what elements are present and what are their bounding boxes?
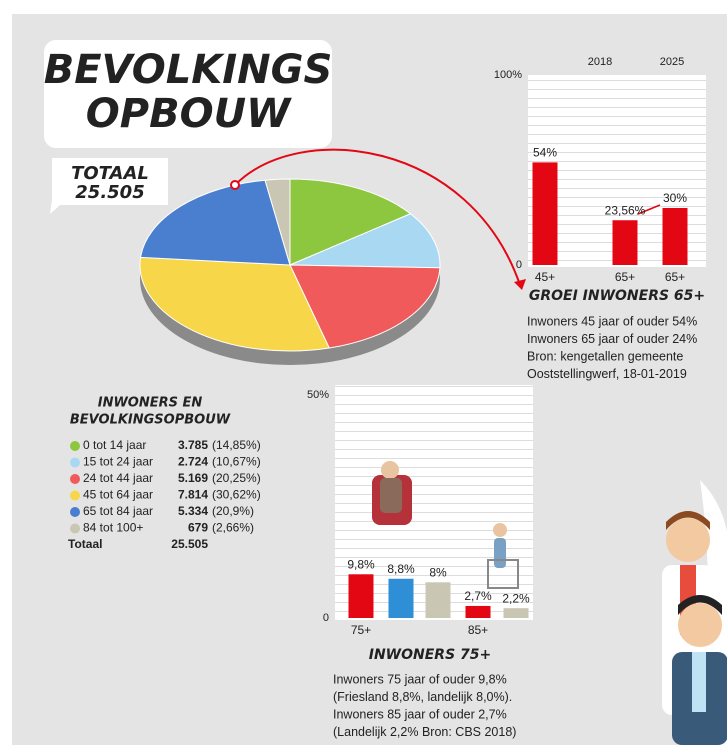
- value-label: 54%: [533, 146, 557, 160]
- legend-share: (20,9%): [212, 504, 254, 518]
- note: Ooststellingwerf, 18-01-2019: [527, 367, 687, 381]
- bar: [466, 606, 491, 618]
- legend-value: 7.814: [178, 488, 208, 502]
- y-tick-label: 0: [516, 259, 522, 271]
- value-label: 9,8%: [347, 557, 375, 571]
- legend-label: 65 tot 84 jaar: [83, 504, 153, 518]
- legend-dot: [70, 458, 80, 468]
- value-label: 30%: [663, 191, 687, 205]
- y-tick-label: 50%: [307, 389, 329, 401]
- value-label: 8%: [429, 565, 447, 579]
- legend-dot: [70, 491, 80, 501]
- legend-value: 3.785: [178, 438, 208, 452]
- infographic: BEVOLKINGS OPBOUW TOTAAL 25.505 INWONERS…: [0, 0, 727, 745]
- page: BEVOLKINGS OPBOUW TOTAAL 25.505 INWONERS…: [0, 0, 727, 750]
- x-tick-label: 65+: [615, 270, 635, 284]
- value-label: 2,2%: [502, 591, 530, 605]
- legend-dot: [70, 474, 80, 484]
- legend-title: BEVOLKINGSOPBOUW: [70, 413, 231, 428]
- bar: [389, 579, 414, 618]
- y-tick-label: 0: [323, 612, 329, 624]
- legend-value: 2.724: [178, 455, 208, 469]
- legend-share: (14,85%): [212, 438, 261, 452]
- note: (Friesland 8,8%, landelijk 8,0%).: [333, 690, 512, 704]
- bar: [533, 162, 558, 265]
- y-tick-label: 100%: [494, 69, 522, 81]
- total-value: 25.505: [75, 182, 144, 203]
- note: Inwoners 65 jaar of ouder 24%: [527, 332, 697, 346]
- bar: [663, 208, 688, 265]
- x-tick-label: 75+: [351, 623, 371, 637]
- note: Inwoners 85 jaar of ouder 2,7%: [333, 707, 507, 721]
- legend-dot: [70, 524, 80, 534]
- legend-label: 84 tot 100+: [83, 521, 143, 535]
- x-tick-label: 45+: [535, 270, 555, 284]
- note: Bron: kengetallen gemeente: [527, 349, 683, 363]
- note: Inwoners 45 jaar of ouder 54%: [527, 314, 697, 328]
- legend-label: 0 tot 14 jaar: [83, 438, 146, 452]
- legend-dot: [70, 507, 80, 517]
- legend-share: (30,62%): [212, 488, 261, 502]
- value-label: 8,8%: [387, 562, 415, 576]
- total-label: TOTAAL: [71, 163, 149, 184]
- title-line: OPBOUW: [86, 91, 292, 137]
- arrow-start: [231, 181, 239, 189]
- value-label: 2,7%: [464, 589, 492, 603]
- legend-value: 5.169: [178, 471, 208, 485]
- legend-title: INWONERS EN: [98, 396, 203, 411]
- title-line: BEVOLKINGS: [44, 47, 333, 93]
- legend-label: 24 tot 44 jaar: [83, 471, 153, 485]
- legend-share: (10,67%): [212, 455, 261, 469]
- legend-label: 45 tot 64 jaar: [83, 488, 153, 502]
- bar: [613, 220, 638, 265]
- bar: [426, 582, 451, 618]
- period-label: 2018: [588, 56, 612, 68]
- period-label: 2025: [660, 56, 684, 68]
- value-label: 23,56%: [605, 203, 646, 217]
- chart-title: GROEI INWONERS 65+: [529, 288, 705, 304]
- chart-title: INWONERS 75+: [369, 647, 492, 663]
- legend-share: (2,66%): [212, 521, 254, 535]
- note: Inwoners 75 jaar of ouder 9,8%: [333, 672, 507, 686]
- pie-chart: [140, 179, 440, 365]
- legend-share: (20,25%): [212, 471, 261, 485]
- bar: [504, 608, 529, 618]
- bar: [349, 574, 374, 618]
- x-tick-label: 85+: [468, 623, 488, 637]
- legend-label: 15 tot 24 jaar: [83, 455, 153, 469]
- note: (Landelijk 2,2% Bron: CBS 2018): [333, 725, 516, 739]
- legend-dot: [70, 441, 80, 451]
- legend-value: 679: [188, 521, 208, 535]
- legend-total-value: 25.505: [171, 537, 208, 551]
- legend-total-label: Totaal: [68, 537, 102, 551]
- legend-value: 5.334: [178, 504, 208, 518]
- x-tick-label: 65+: [665, 270, 685, 284]
